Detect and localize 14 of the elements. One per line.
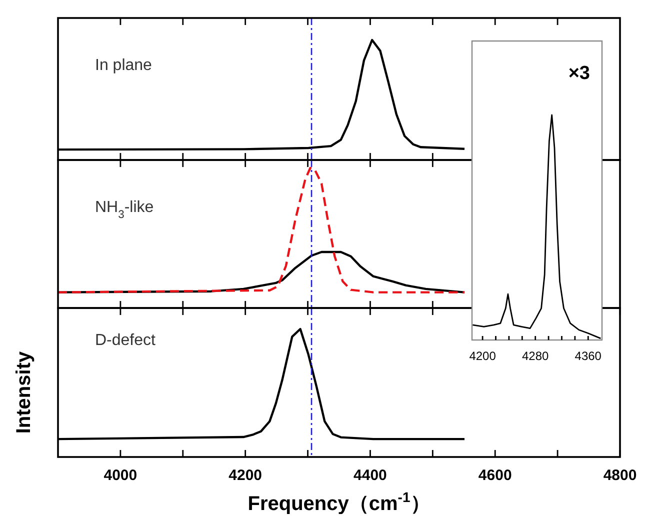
x-tick-label: 4200	[228, 467, 262, 484]
x-tick-label: 4360	[574, 349, 602, 363]
y-axis-title: Intensity	[13, 350, 35, 434]
x-tick-label: 4400	[354, 467, 387, 484]
annotation: D-defect	[95, 332, 156, 349]
x-tick-label: 4800	[603, 467, 637, 484]
x-tick-label: 4600	[478, 467, 512, 484]
annotation: NH$_{3}$-like	[95, 199, 154, 221]
x-axis-title: Frequency（cm$^{-1}$）	[248, 489, 430, 515]
annotation: In plane	[95, 57, 152, 74]
x-tick-label: 4200	[469, 349, 496, 363]
x-tick-label: 4000	[104, 467, 138, 484]
annotation: ×3	[568, 63, 590, 84]
x-tick-label: 4280	[522, 349, 550, 363]
